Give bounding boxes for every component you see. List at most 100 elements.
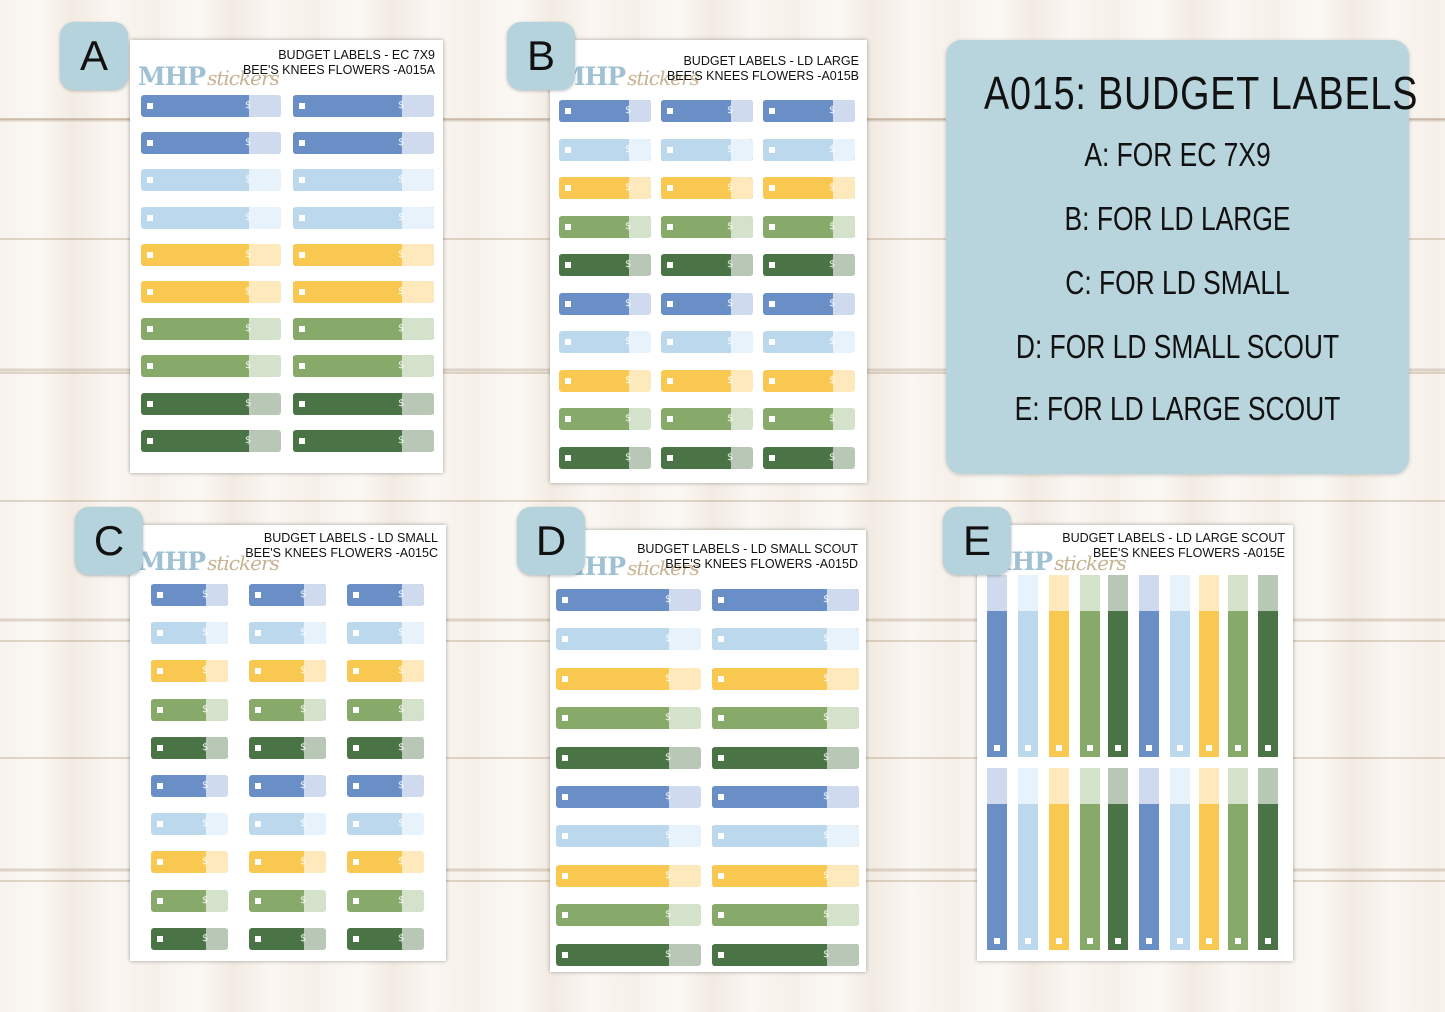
label-tip bbox=[731, 408, 753, 430]
strip-body bbox=[1199, 611, 1219, 757]
brand-logo: MHP stickers bbox=[138, 62, 280, 91]
label-main bbox=[347, 622, 402, 645]
label-tip bbox=[629, 292, 651, 315]
dollar-icon: $ bbox=[398, 137, 405, 149]
checkbox-icon bbox=[1265, 745, 1271, 751]
label-tip bbox=[669, 746, 701, 769]
dollar-icon: $ bbox=[823, 830, 830, 842]
label-main bbox=[763, 215, 833, 238]
label-main bbox=[141, 392, 249, 415]
strip-tip bbox=[1228, 768, 1248, 804]
label-tip bbox=[827, 943, 859, 966]
label-main bbox=[293, 392, 402, 415]
label-main bbox=[249, 813, 304, 836]
label-tip bbox=[833, 177, 855, 199]
label-main bbox=[347, 736, 402, 759]
checkbox-icon bbox=[1206, 938, 1212, 944]
checkbox-icon bbox=[147, 400, 153, 407]
label-tip bbox=[833, 215, 855, 238]
label-tip bbox=[402, 281, 434, 303]
checkbox-icon bbox=[157, 821, 163, 828]
label-main bbox=[556, 628, 669, 651]
dollar-icon: $ bbox=[727, 105, 734, 116]
checkbox-icon bbox=[565, 262, 571, 268]
label-main bbox=[556, 943, 669, 966]
budget-label-sticker: $ bbox=[559, 369, 651, 392]
dollar-icon: $ bbox=[625, 297, 632, 309]
vertical-budget-strip bbox=[1139, 768, 1159, 950]
label-main bbox=[712, 825, 827, 848]
budget-label-sticker: $ bbox=[661, 100, 753, 122]
strip-body bbox=[1049, 611, 1069, 757]
checkbox-icon bbox=[147, 103, 153, 109]
label-tip bbox=[669, 786, 701, 808]
dollar-icon: $ bbox=[829, 105, 836, 116]
label-tip bbox=[833, 331, 855, 353]
checkbox-icon bbox=[299, 140, 305, 147]
label-tip bbox=[304, 813, 326, 836]
strip-tip bbox=[1170, 768, 1190, 804]
budget-label-sticker: $ bbox=[151, 660, 228, 683]
label-tip bbox=[402, 736, 424, 759]
label-main bbox=[249, 889, 304, 912]
budget-label-sticker: $ bbox=[249, 698, 326, 721]
strip-tip bbox=[1108, 768, 1128, 804]
checkbox-icon bbox=[1235, 745, 1241, 751]
budget-label-sticker: $ bbox=[249, 584, 326, 606]
strip-body bbox=[1108, 611, 1128, 757]
label-tip bbox=[402, 889, 424, 912]
budget-label-sticker: $ bbox=[556, 589, 701, 611]
dollar-icon: $ bbox=[398, 741, 405, 753]
vertical-budget-strip bbox=[1199, 575, 1219, 757]
checkbox-icon bbox=[299, 363, 305, 370]
budget-label-sticker: $ bbox=[763, 408, 855, 430]
label-main bbox=[151, 927, 206, 950]
label-tip bbox=[402, 584, 424, 606]
checkbox-icon bbox=[565, 416, 571, 422]
dollar-icon: $ bbox=[829, 336, 836, 347]
dollar-icon: $ bbox=[829, 220, 836, 232]
budget-label-sticker: $ bbox=[559, 408, 651, 430]
budget-label-sticker: $ bbox=[249, 660, 326, 683]
strip-tip bbox=[1199, 575, 1219, 611]
label-main bbox=[559, 446, 629, 469]
dollar-icon: $ bbox=[823, 633, 830, 645]
info-card: A015: BUDGET LABELS A: FOR EC 7X9 B: FOR… bbox=[946, 40, 1417, 474]
checkbox-icon bbox=[769, 185, 775, 191]
sticker-sheet-c: MHP stickers BUDGET LABELS - LD SMALL BEE'… bbox=[130, 525, 446, 961]
label-main bbox=[661, 446, 731, 469]
dollar-icon: $ bbox=[398, 703, 405, 715]
checkbox-icon bbox=[353, 821, 359, 828]
checkbox-icon bbox=[565, 377, 571, 384]
budget-label-sticker: $ bbox=[347, 660, 424, 683]
label-tip bbox=[629, 408, 651, 430]
checkbox-icon bbox=[562, 636, 568, 643]
label-tip bbox=[402, 927, 424, 950]
label-main bbox=[347, 851, 402, 874]
checkbox-icon bbox=[157, 859, 163, 866]
checkbox-icon bbox=[562, 754, 568, 761]
label-tip bbox=[827, 786, 859, 808]
dollar-icon: $ bbox=[727, 259, 734, 270]
label-tip bbox=[669, 825, 701, 848]
label-main bbox=[249, 660, 304, 683]
dollar-icon: $ bbox=[823, 712, 830, 724]
dollar-icon: $ bbox=[829, 143, 836, 155]
sheet-title: BUDGET LABELS - EC 7X9 BEE'S KNEES FLOWER… bbox=[242, 48, 435, 77]
checkbox-icon bbox=[255, 630, 261, 637]
sticker-sheet-d: MHP stickers BUDGET LABELS - LD SMALL SCO… bbox=[550, 530, 866, 972]
dollar-icon: $ bbox=[202, 741, 209, 753]
dollar-icon: $ bbox=[245, 397, 252, 409]
label-tip bbox=[304, 851, 326, 874]
label-main bbox=[141, 281, 249, 303]
budget-label-sticker: $ bbox=[141, 132, 281, 155]
budget-label-sticker: $ bbox=[661, 408, 753, 430]
label-tip bbox=[206, 622, 228, 645]
checkbox-icon bbox=[147, 289, 153, 295]
checkbox-icon bbox=[299, 177, 305, 184]
info-title: A015: BUDGET LABELS bbox=[984, 67, 1419, 119]
budget-label-sticker: $ bbox=[151, 851, 228, 874]
budget-label-sticker: $ bbox=[141, 243, 281, 266]
label-main bbox=[151, 775, 206, 797]
label-tip bbox=[402, 243, 434, 266]
